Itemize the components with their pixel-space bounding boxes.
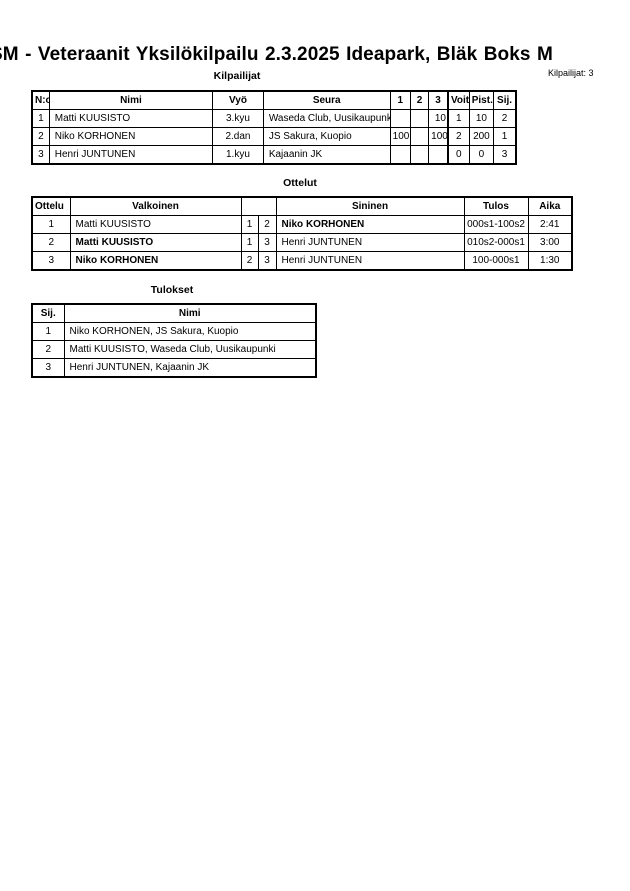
table-cell xyxy=(409,145,430,165)
column-header: Nimi xyxy=(63,303,317,323)
table-cell: Henri JUNTUNEN xyxy=(48,145,214,165)
matches-title: Ottelut xyxy=(283,177,317,189)
blue-number: 3 xyxy=(257,251,277,271)
match-time: 1:30 xyxy=(527,251,573,271)
placement: 3 xyxy=(31,358,65,378)
column-header: N:o xyxy=(31,90,50,110)
table-cell: Matti KUUSISTO xyxy=(48,109,214,128)
result-row: 2 Matti KUUSISTO, Waseda Club, Uusikaupun… xyxy=(31,340,317,359)
column-header: Sininen xyxy=(275,196,465,216)
white-competitor: Niko KORHONEN xyxy=(69,251,242,271)
table-cell: Kajaanin JK xyxy=(262,145,391,165)
page-title: SM - Veteraanit Yksilökilpailu 2.3.2025 … xyxy=(0,44,553,65)
competitor-name: Henri JUNTUNEN, Kajaanin JK xyxy=(63,358,317,378)
placement: 1 xyxy=(31,322,65,341)
table-cell: JS Sakura, Kuopio xyxy=(262,127,391,146)
table-cell: 0 xyxy=(446,145,470,165)
column-header: 2 xyxy=(409,90,430,110)
competitor-name: Matti KUUSISTO, Waseda Club, Uusikaupunk… xyxy=(63,340,317,359)
column-header: Valkoinen xyxy=(69,196,242,216)
column-header: Aika xyxy=(527,196,573,216)
competitor-count: Kilpailijat: 3 xyxy=(548,68,594,78)
column-header: Seura xyxy=(262,90,391,110)
table-cell: 100 xyxy=(389,127,411,146)
table-cell: 3.kyu xyxy=(212,109,264,128)
blue-competitor: Henri JUNTUNEN xyxy=(275,233,465,252)
match-number: 3 xyxy=(31,251,71,271)
column-header: Tulos xyxy=(463,196,529,216)
table-cell: 200 xyxy=(468,127,495,146)
table-cell: Niko KORHONEN xyxy=(48,127,214,146)
result-row: 1 Niko KORHONEN, JS Sakura, Kuopio xyxy=(31,322,317,341)
match-time: 3:00 xyxy=(527,233,573,252)
white-number: 2 xyxy=(240,251,259,271)
column-header xyxy=(241,196,258,216)
column-header: Sij. xyxy=(493,90,517,110)
table-cell: 0 xyxy=(468,145,495,165)
column-header: Pist. xyxy=(468,90,495,110)
table-cell: 2 xyxy=(493,109,517,128)
result-row: 3 Henri JUNTUNEN, Kajaanin JK xyxy=(31,358,317,378)
table-cell: 1 xyxy=(446,109,470,128)
match-number: 2 xyxy=(31,233,71,252)
white-number: 1 xyxy=(240,215,259,234)
blue-competitor: Niko KORHONEN xyxy=(275,215,465,234)
matches-table: Ottelu Valkoinen Sininen Tulos Aika 1 Matti KU… xyxy=(31,196,573,271)
results-title: Tulokset xyxy=(150,284,194,296)
table-cell: 10 xyxy=(428,109,449,128)
table-cell xyxy=(428,145,449,165)
competitors-title: Kilpailijat xyxy=(213,70,261,82)
match-row: 1 Matti KUUSISTO 1 2 Niko KORHONEN 000s1-100s… xyxy=(31,215,573,234)
match-result: 000s1-100s2 xyxy=(463,215,529,234)
table-cell: 1 xyxy=(31,109,50,128)
table-cell xyxy=(389,145,411,165)
table-cell: 3 xyxy=(31,145,50,165)
match-row: 2 Matti KUUSISTO 1 3 Henri JUNTUNEN 010s2-000… xyxy=(31,233,573,252)
results-table: Sij. Nimi 1 Niko KORHONEN, JS Sakura, Kuopi… xyxy=(31,303,317,378)
table-cell xyxy=(409,109,430,128)
table-cell: Waseda Club, Uusikaupunki xyxy=(262,109,391,128)
match-number: 1 xyxy=(31,215,71,234)
table-cell: 3 xyxy=(493,145,517,165)
blue-competitor: Henri JUNTUNEN xyxy=(275,251,465,271)
column-header: 1 xyxy=(389,90,411,110)
blue-number: 2 xyxy=(257,215,277,234)
placement: 2 xyxy=(31,340,65,359)
competitor-name: Niko KORHONEN, JS Sakura, Kuopio xyxy=(63,322,317,341)
column-header: Nimi xyxy=(48,90,214,110)
column-header: 3 xyxy=(428,90,449,110)
table-cell: 1.kyu xyxy=(212,145,264,165)
table-row: 3 Henri JUNTUNEN 1.kyu Kajaanin JK 0 0 3 xyxy=(31,145,517,165)
white-competitor: Matti KUUSISTO xyxy=(69,215,242,234)
match-row: 3 Niko KORHONEN 2 3 Henri JUNTUNEN 100-000s1 1… xyxy=(31,251,573,271)
column-header: Sij. xyxy=(31,303,65,323)
table-cell: 2 xyxy=(31,127,50,146)
column-header: Voit. xyxy=(446,90,470,110)
table-cell: 100 xyxy=(428,127,449,146)
table-cell: 2 xyxy=(446,127,470,146)
table-cell xyxy=(409,127,430,146)
table-cell: 2.dan xyxy=(212,127,264,146)
table-row: 1 Matti KUUSISTO 3.kyu Waseda Club, Uusikau… xyxy=(31,109,517,128)
column-header xyxy=(258,196,276,216)
column-header: Ottelu xyxy=(31,196,71,216)
blue-number: 3 xyxy=(257,233,277,252)
table-row: 2 Niko KORHONEN 2.dan JS Sakura, Kuopio 100 1… xyxy=(31,127,517,146)
white-competitor: Matti KUUSISTO xyxy=(69,233,242,252)
table-cell: 10 xyxy=(468,109,495,128)
table-cell: 1 xyxy=(493,127,517,146)
match-result: 010s2-000s1 xyxy=(463,233,529,252)
match-result: 100-000s1 xyxy=(463,251,529,271)
table-cell xyxy=(389,109,411,128)
match-time: 2:41 xyxy=(527,215,573,234)
column-header: Vyö xyxy=(212,90,264,110)
white-number: 1 xyxy=(240,233,259,252)
